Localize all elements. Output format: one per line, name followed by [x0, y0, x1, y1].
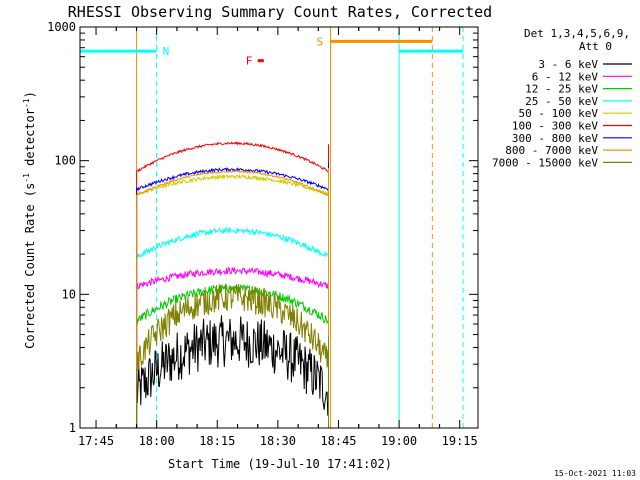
y-axis-label: Corrected Count Rate (s-1 detector-1): [22, 91, 37, 349]
legend-item-label: 6 - 12 keV: [532, 70, 599, 83]
series-line-2: [136, 283, 329, 428]
series-line-0: [136, 315, 329, 428]
legend-header-attenuator: Att 0: [579, 40, 612, 53]
legend-header-detectors: Det 1,3,4,5,6,9,: [524, 27, 630, 40]
legend-item-label: 100 - 300 keV: [512, 120, 598, 133]
x-tick-label: 19:15: [442, 434, 478, 448]
legend-item-label: 300 - 800 keV: [512, 132, 598, 145]
y-tick-label: 100: [54, 154, 76, 168]
legend-item-label: 50 - 100 keV: [519, 107, 599, 120]
x-tick-label: 17:45: [78, 434, 114, 448]
x-tick-label: 18:00: [139, 434, 175, 448]
axes: 17:45 18:00 18:15 18:30 18:45 19:00 19:15 1 10 10…: [47, 20, 478, 448]
x-tick-label: 18:45: [320, 434, 356, 448]
legend-item-label: 800 - 7000 keV: [505, 144, 598, 157]
series-line-5: [136, 140, 329, 428]
night-interval-label: N: [163, 45, 170, 58]
legend-item-label: 12 - 25 keV: [525, 83, 598, 96]
y-axis-label-mid: detector: [23, 108, 37, 173]
y-axis-label-main: Corrected Count Rate (s: [23, 183, 37, 349]
footer-timestamp: 15-Oct-2021 11:03: [554, 469, 636, 478]
series-line-8: [136, 283, 329, 428]
legend-item-label: 7000 - 15000 keV: [492, 156, 598, 169]
y-tick-label: 10: [62, 287, 76, 301]
series-line-1: [136, 258, 329, 428]
plot-frame: [79, 26, 479, 429]
plot-area: N S F: [80, 27, 464, 428]
y-axis-label-sup-2: -1: [22, 98, 31, 108]
y-tick-label: 1: [69, 421, 76, 435]
x-tick-label: 18:15: [199, 434, 235, 448]
x-tick-label: 19:00: [381, 434, 417, 448]
y-axis-label-sup-1: -1: [22, 173, 31, 183]
series-line-6: [136, 162, 329, 428]
y-axis-label-end: ): [23, 91, 37, 98]
saa-interval-label: S: [317, 35, 324, 48]
y-tick-label: 1000: [47, 20, 76, 34]
legend-item-label: 25 - 50 keV: [525, 95, 598, 108]
series-line-3: [136, 226, 329, 428]
x-axis-label: Start Time (19-Jul-10 17:41:02): [168, 457, 392, 471]
series-line-7: [136, 168, 329, 428]
chart-title: RHESSI Observing Summary Count Rates, Co…: [68, 3, 492, 21]
x-tick-label: 18:30: [260, 434, 296, 448]
series-line-4: [136, 167, 329, 428]
legend-item-label: 3 - 6 keV: [538, 58, 598, 71]
flare-marker-label: F: [246, 55, 253, 68]
